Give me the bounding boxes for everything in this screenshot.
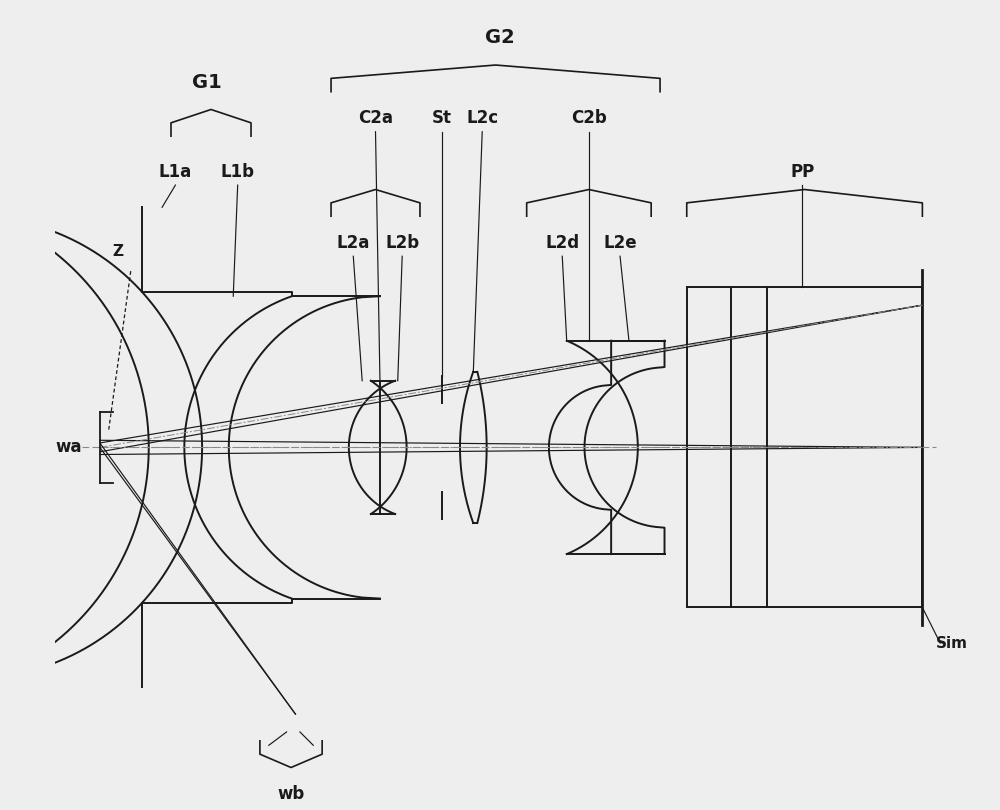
Text: G1: G1 — [192, 73, 221, 92]
Text: Z: Z — [112, 245, 123, 259]
Text: wb: wb — [277, 786, 305, 804]
Text: L2e: L2e — [603, 234, 637, 252]
Text: L2d: L2d — [545, 234, 579, 252]
Text: C2b: C2b — [571, 109, 607, 127]
Text: PP: PP — [790, 163, 814, 181]
Text: wa: wa — [56, 438, 82, 456]
Text: G2: G2 — [485, 28, 515, 47]
Text: L1a: L1a — [159, 163, 192, 181]
Text: L2c: L2c — [466, 109, 498, 127]
Text: L1b: L1b — [221, 163, 255, 181]
Text: L2b: L2b — [385, 234, 419, 252]
Text: St: St — [432, 109, 452, 127]
Text: L2a: L2a — [337, 234, 370, 252]
Text: C2a: C2a — [358, 109, 393, 127]
Text: Sim: Sim — [936, 636, 968, 650]
